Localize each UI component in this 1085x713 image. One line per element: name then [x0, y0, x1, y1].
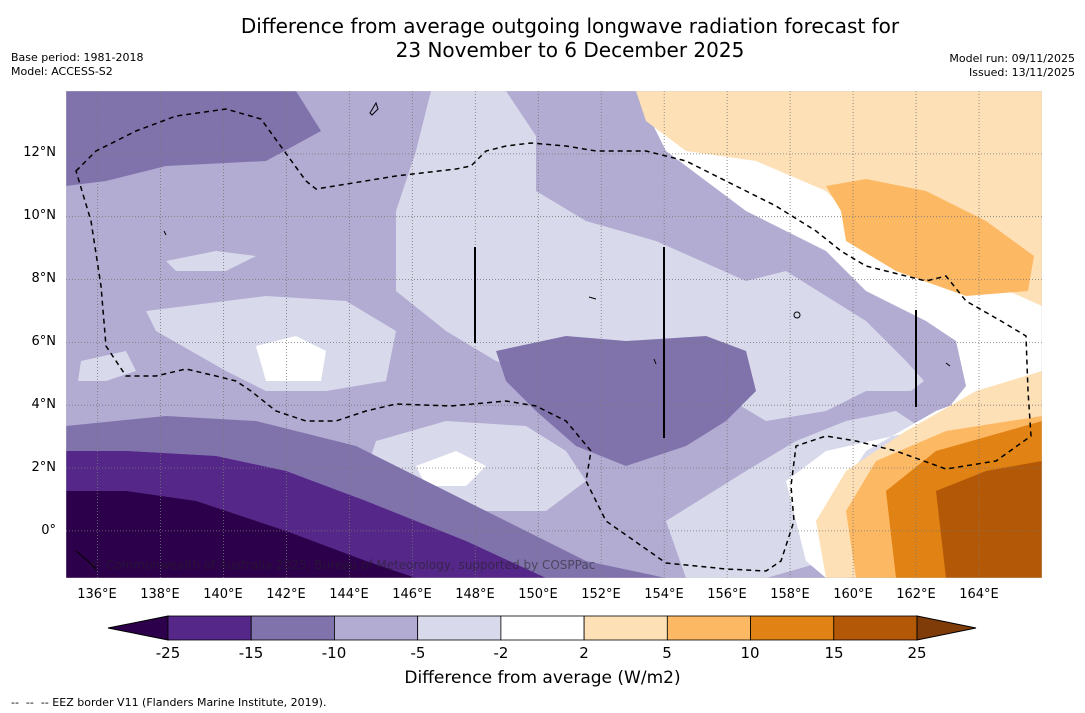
anomaly-map	[66, 91, 1042, 578]
lon-label-144e: 144°E	[329, 587, 369, 602]
fill-below-minus25	[66, 491, 416, 578]
island	[75, 550, 97, 570]
fill-neutral-patch-a	[256, 336, 326, 381]
lon-label-150e: 150°E	[518, 587, 558, 602]
fill-minus10-to-minus15-centre	[496, 336, 756, 466]
colorbar-segment	[417, 615, 502, 641]
model-name: Model: ACCESS-S2	[11, 65, 113, 78]
colorbar-segments	[167, 615, 918, 641]
eez-border	[75, 108, 1032, 572]
anomaly-contours	[66, 91, 1042, 578]
chart-title: Difference from average outgoing longwav…	[0, 14, 1085, 62]
lon-label-160e: 160°E	[833, 587, 873, 602]
colorbar-tick: 25	[907, 644, 927, 662]
lat-label-10n: 10°N	[23, 208, 56, 223]
copyright-watermark: © Commonwealth of Australia 2025, Bureau…	[90, 558, 596, 572]
colorbar-tick: 5	[662, 644, 672, 662]
colorbar-segment	[167, 615, 252, 641]
issued-date: Issued: 13/11/2025	[968, 66, 1075, 79]
fill-patch-c	[78, 351, 136, 381]
colorbar-extend-low	[107, 615, 169, 641]
island	[653, 358, 657, 365]
lon-label-158e: 158°E	[770, 587, 810, 602]
graticule	[66, 91, 1042, 578]
island	[945, 362, 951, 367]
run-info: Model run: 09/11/2025 Issued: 13/11/2025	[949, 52, 1075, 80]
lon-label-162e: 162°E	[896, 587, 936, 602]
colorbar-tick: -10	[321, 644, 347, 662]
colorbar-tick: 10	[740, 644, 760, 662]
lon-label-164e: 164°E	[959, 587, 999, 602]
base-period-info: Base period: 1981-2018 Model: ACCESS-S2	[11, 51, 143, 79]
island	[588, 296, 597, 300]
colorbar	[107, 615, 977, 641]
eez-footnote: -- -- -- EEZ border V11 (Flanders Marine…	[11, 696, 327, 709]
colorbar-tick: -15	[238, 644, 264, 662]
colorbar-segment	[750, 615, 835, 641]
lat-label-6n: 6°N	[31, 334, 57, 349]
island	[369, 101, 379, 116]
colorbar-tick: -2	[493, 644, 509, 662]
colorbar-segment	[500, 615, 585, 641]
lon-label-142e: 142°E	[266, 587, 306, 602]
lon-label-140e: 140°E	[203, 587, 243, 602]
colorbar-tick: 15	[824, 644, 844, 662]
colorbar-segment	[583, 615, 668, 641]
lon-label-152e: 152°E	[581, 587, 621, 602]
lon-label-156e: 156°E	[707, 587, 747, 602]
lat-label-8n: 8°N	[31, 271, 57, 286]
fill-5-to-10	[826, 179, 1034, 296]
colorbar-segment	[334, 615, 419, 641]
title-line-1: Difference from average outgoing longwav…	[240, 14, 900, 38]
colorbar-tick: -25	[155, 644, 181, 662]
islands	[75, 101, 951, 570]
island	[163, 230, 167, 236]
title-line-2: 23 November to 6 December 2025	[395, 38, 745, 62]
lon-label-146e: 146°E	[392, 587, 432, 602]
colorbar-segment	[833, 615, 918, 641]
base-period: Base period: 1981-2018	[11, 51, 144, 64]
fill-minus2-to-minus5	[396, 91, 924, 421]
island	[793, 311, 801, 319]
lat-label-2n: 2°N	[31, 460, 57, 475]
lon-label-138e: 138°E	[140, 587, 180, 602]
lon-label-136e: 136°E	[77, 587, 117, 602]
colorbar-segment	[250, 615, 335, 641]
fill-patch-a	[166, 251, 256, 271]
colorbar-tick: -5	[410, 644, 426, 662]
colorbar-title: Difference from average (W/m2)	[404, 668, 681, 688]
lat-label-0: 0°	[41, 523, 56, 538]
colorbar-extend-high	[916, 615, 977, 641]
lon-label-148e: 148°E	[455, 587, 495, 602]
fill-neutral-patch-b	[416, 451, 486, 486]
model-run: Model run: 09/11/2025	[949, 52, 1075, 65]
colorbar-segment	[666, 615, 751, 641]
lat-label-12n: 12°N	[23, 145, 56, 160]
lon-label-154e: 154°E	[644, 587, 684, 602]
colorbar-tick: 2	[579, 644, 589, 662]
lat-label-4n: 4°N	[31, 397, 57, 412]
fill-15-to-25	[936, 461, 1042, 578]
fill-minus10-to-minus15	[66, 91, 321, 186]
